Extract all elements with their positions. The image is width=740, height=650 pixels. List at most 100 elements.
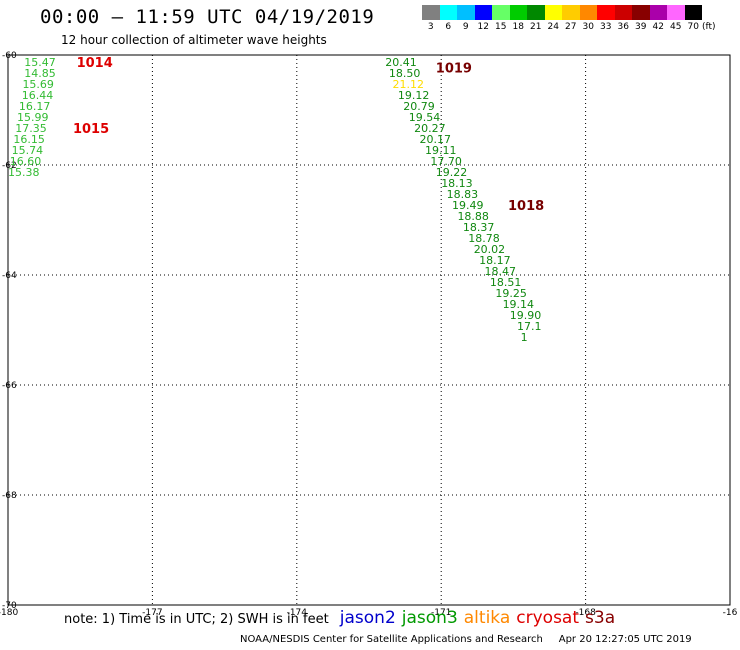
satellite-legend: jason2 jason3 altika cryosat s3a bbox=[334, 608, 616, 628]
wave-height-label: 20.41 bbox=[385, 56, 417, 69]
lat-tick-label: -64 bbox=[2, 271, 17, 281]
wave-height-label: 21.12 bbox=[392, 78, 424, 91]
scale-ticks: 3 6 9 12 15 18 21 24 27 30 33 36 39 42 45 70 (ft) bbox=[422, 22, 716, 32]
map-frame bbox=[7, 54, 731, 606]
page-subtitle: 12 hour collection of altimeter wave hei… bbox=[61, 33, 327, 47]
scale-unit: (ft) bbox=[702, 22, 716, 32]
scale-tick-label: 36 bbox=[617, 22, 629, 32]
lat-tick-label: -62 bbox=[2, 161, 17, 171]
wave-height-label: 15.74 bbox=[12, 144, 44, 157]
lon-tick-label: -174 bbox=[287, 608, 308, 618]
wave-height-label: 14.85 bbox=[24, 67, 56, 80]
lon-tick-label: -171 bbox=[431, 608, 451, 618]
scale-tick-label: 27 bbox=[565, 22, 577, 32]
scale-tick-label: 45 bbox=[670, 22, 682, 32]
scale-swatch bbox=[614, 5, 632, 20]
lat-tick-label: -60 bbox=[2, 51, 17, 61]
legend: note: 1) Time is in UTC; 2) SWH is in fe… bbox=[64, 608, 615, 628]
wave-height-label: 15.47 bbox=[24, 56, 56, 69]
satellite-s3a: s3a bbox=[585, 608, 616, 628]
lat-tick-label: -68 bbox=[2, 491, 17, 501]
wave-height-label: 15.38 bbox=[8, 166, 40, 179]
wave-height-label: 16.44 bbox=[22, 89, 54, 102]
wave-height-label: 18.13 bbox=[441, 177, 473, 190]
scale-tick-label: 30 bbox=[582, 22, 594, 32]
wave-height-label: 20.02 bbox=[474, 243, 506, 256]
scale-tick-label: 42 bbox=[652, 22, 664, 32]
lat-tick-label: -70 bbox=[2, 601, 17, 611]
wave-height-label: 18.51 bbox=[490, 276, 522, 289]
pressure-label: 1015 bbox=[73, 122, 109, 137]
scale-tick-label: 9 bbox=[462, 22, 469, 32]
scale-swatch bbox=[457, 5, 475, 20]
pressure-label: 1019 bbox=[436, 62, 472, 77]
wave-height-label: 18.83 bbox=[447, 188, 479, 201]
scale-swatch bbox=[509, 5, 527, 20]
scale-swatch bbox=[562, 5, 580, 20]
pressure-label: 1014 bbox=[77, 56, 113, 71]
scale-tick-label: 39 bbox=[635, 22, 647, 32]
wave-height-label: 20.79 bbox=[403, 100, 435, 113]
lon-tick-label: -168 bbox=[575, 608, 596, 618]
scale-swatch bbox=[492, 5, 510, 20]
scale-swatch bbox=[597, 5, 615, 20]
wave-height-label: 18.50 bbox=[389, 67, 421, 80]
scale-swatch bbox=[527, 5, 545, 20]
scale-tick-label: 3 bbox=[427, 22, 434, 32]
wave-height-label: 19.11 bbox=[425, 144, 457, 157]
lat-tick-label: -66 bbox=[2, 381, 17, 391]
scale-swatch bbox=[649, 5, 667, 20]
lon-tick-label: -177 bbox=[142, 608, 162, 618]
credit-line: NOAA/NESDIS Center for Satellite Applica… bbox=[240, 634, 692, 645]
wave-height-label: 19.49 bbox=[452, 199, 484, 212]
legend-note: note: 1) Time is in UTC; 2) SWH is in fe… bbox=[64, 612, 329, 627]
wave-height-label: 20.27 bbox=[414, 122, 446, 135]
wave-height-label: 15.99 bbox=[17, 111, 49, 124]
wave-height-label: 16.17 bbox=[19, 100, 51, 113]
wave-height-label: 18.17 bbox=[479, 254, 511, 267]
scale-swatch bbox=[474, 5, 492, 20]
scale-swatch bbox=[422, 5, 440, 20]
satellite-jason3: jason3 bbox=[401, 608, 458, 628]
scale-tick-label: 12 bbox=[477, 22, 489, 32]
page-title: 00:00 – 11:59 UTC 04/19/2019 bbox=[40, 6, 375, 28]
scale-swatch bbox=[544, 5, 562, 20]
wave-height-label: 19.54 bbox=[409, 111, 441, 124]
pressure-label: 1018 bbox=[508, 199, 544, 214]
satellite-cryosat: cryosat bbox=[516, 608, 580, 628]
wave-height-label: 18.37 bbox=[463, 221, 495, 234]
wave-height-label: 19.22 bbox=[436, 166, 468, 179]
scale-tick-label: 21 bbox=[530, 22, 542, 32]
scale-swatch bbox=[439, 5, 457, 20]
scale-swatch bbox=[667, 5, 685, 20]
lon-tick-label: -180 bbox=[0, 608, 18, 618]
wave-height-label: 15.69 bbox=[22, 78, 54, 91]
scale-swatches bbox=[422, 5, 716, 20]
scale-tick-label: 6 bbox=[445, 22, 452, 32]
scale-tick-label: 24 bbox=[547, 22, 559, 32]
wave-height-label: 16.15 bbox=[13, 133, 45, 146]
scale-tick-label: 18 bbox=[512, 22, 524, 32]
wave-height-label: 16.60 bbox=[10, 155, 42, 168]
wave-height-label: 18.47 bbox=[485, 265, 517, 278]
scale-swatch bbox=[579, 5, 597, 20]
wave-height-label: 18.88 bbox=[457, 210, 489, 223]
satellite-jason2: jason2 bbox=[339, 608, 396, 628]
wave-height-label: 17.35 bbox=[15, 122, 47, 135]
wave-height-label: 19.90 bbox=[510, 309, 542, 322]
scale-swatch bbox=[632, 5, 650, 20]
lon-tick-label: -16 bbox=[723, 608, 738, 618]
wave-height-label: 18.78 bbox=[468, 232, 500, 245]
wave-height-label: 19.12 bbox=[398, 89, 430, 102]
wave-height-label: 20.17 bbox=[420, 133, 452, 146]
wave-height-label: 17.70 bbox=[430, 155, 462, 168]
scale-tick-label: 70 bbox=[687, 22, 699, 32]
wave-height-label: 17.1 bbox=[517, 320, 542, 333]
scale-swatch bbox=[684, 5, 702, 20]
satellite-altika: altika bbox=[463, 608, 511, 628]
wave-height-label: 19.25 bbox=[495, 287, 526, 300]
scale-tick-label: 33 bbox=[600, 22, 612, 32]
wave-height-label: 1 bbox=[521, 331, 528, 344]
wave-height-color-scale: 3 6 9 12 15 18 21 24 27 30 33 36 39 42 45 70 (ft) bbox=[422, 5, 716, 32]
